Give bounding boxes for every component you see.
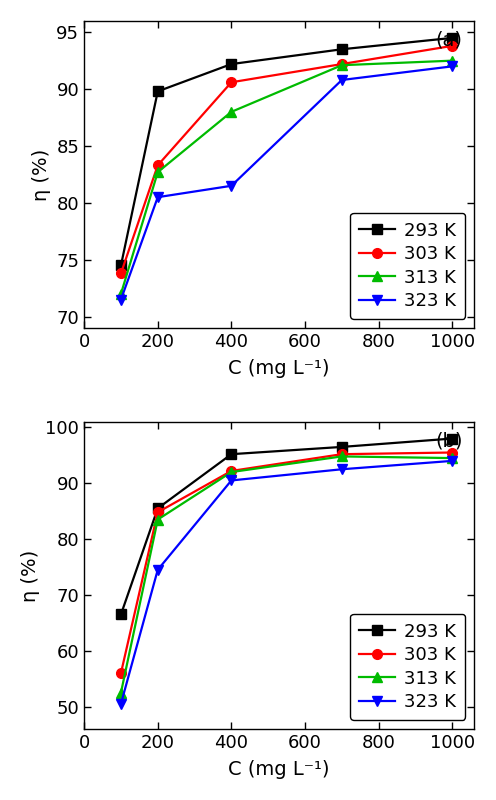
Y-axis label: η (%): η (%): [32, 148, 51, 201]
Line: 313 K: 313 K: [116, 56, 457, 298]
303 K: [229, 466, 235, 476]
313 K: [118, 688, 124, 698]
323 K: [118, 294, 124, 304]
293 K: [155, 503, 161, 513]
293 K: [229, 59, 235, 69]
313 K: [339, 452, 345, 462]
Line: 293 K: 293 K: [116, 33, 457, 270]
293 K: [118, 261, 124, 270]
313 K: [155, 167, 161, 177]
303 K: [449, 41, 455, 50]
323 K: [449, 456, 455, 466]
323 K: [155, 565, 161, 574]
293 K: [449, 33, 455, 42]
Line: 313 K: 313 K: [116, 451, 457, 698]
323 K: [229, 181, 235, 190]
Line: 303 K: 303 K: [116, 41, 457, 278]
303 K: [339, 59, 345, 69]
303 K: [155, 507, 161, 517]
Line: 303 K: 303 K: [116, 448, 457, 678]
313 K: [229, 467, 235, 477]
Line: 293 K: 293 K: [116, 434, 457, 619]
313 K: [118, 289, 124, 298]
293 K: [339, 442, 345, 452]
303 K: [118, 668, 124, 678]
303 K: [449, 448, 455, 458]
303 K: [339, 450, 345, 459]
293 K: [118, 610, 124, 619]
303 K: [118, 269, 124, 278]
Legend: 293 K, 303 K, 313 K, 323 K: 293 K, 303 K, 313 K, 323 K: [350, 614, 465, 720]
323 K: [339, 75, 345, 85]
323 K: [118, 699, 124, 709]
Legend: 293 K, 303 K, 313 K, 323 K: 293 K, 303 K, 313 K, 323 K: [350, 213, 465, 319]
Text: (b): (b): [435, 431, 463, 450]
Y-axis label: η (%): η (%): [21, 550, 40, 602]
323 K: [449, 62, 455, 71]
X-axis label: C (mg L⁻¹): C (mg L⁻¹): [229, 359, 330, 378]
303 K: [155, 161, 161, 170]
293 K: [229, 450, 235, 459]
313 K: [449, 454, 455, 463]
323 K: [339, 465, 345, 474]
303 K: [229, 78, 235, 87]
323 K: [155, 192, 161, 202]
X-axis label: C (mg L⁻¹): C (mg L⁻¹): [229, 760, 330, 779]
Line: 323 K: 323 K: [116, 62, 457, 305]
293 K: [155, 86, 161, 96]
313 K: [339, 61, 345, 70]
293 K: [339, 45, 345, 54]
Line: 323 K: 323 K: [116, 456, 457, 709]
313 K: [155, 514, 161, 524]
293 K: [449, 434, 455, 443]
313 K: [229, 107, 235, 117]
Text: (a): (a): [435, 30, 463, 49]
313 K: [449, 56, 455, 66]
323 K: [229, 476, 235, 486]
